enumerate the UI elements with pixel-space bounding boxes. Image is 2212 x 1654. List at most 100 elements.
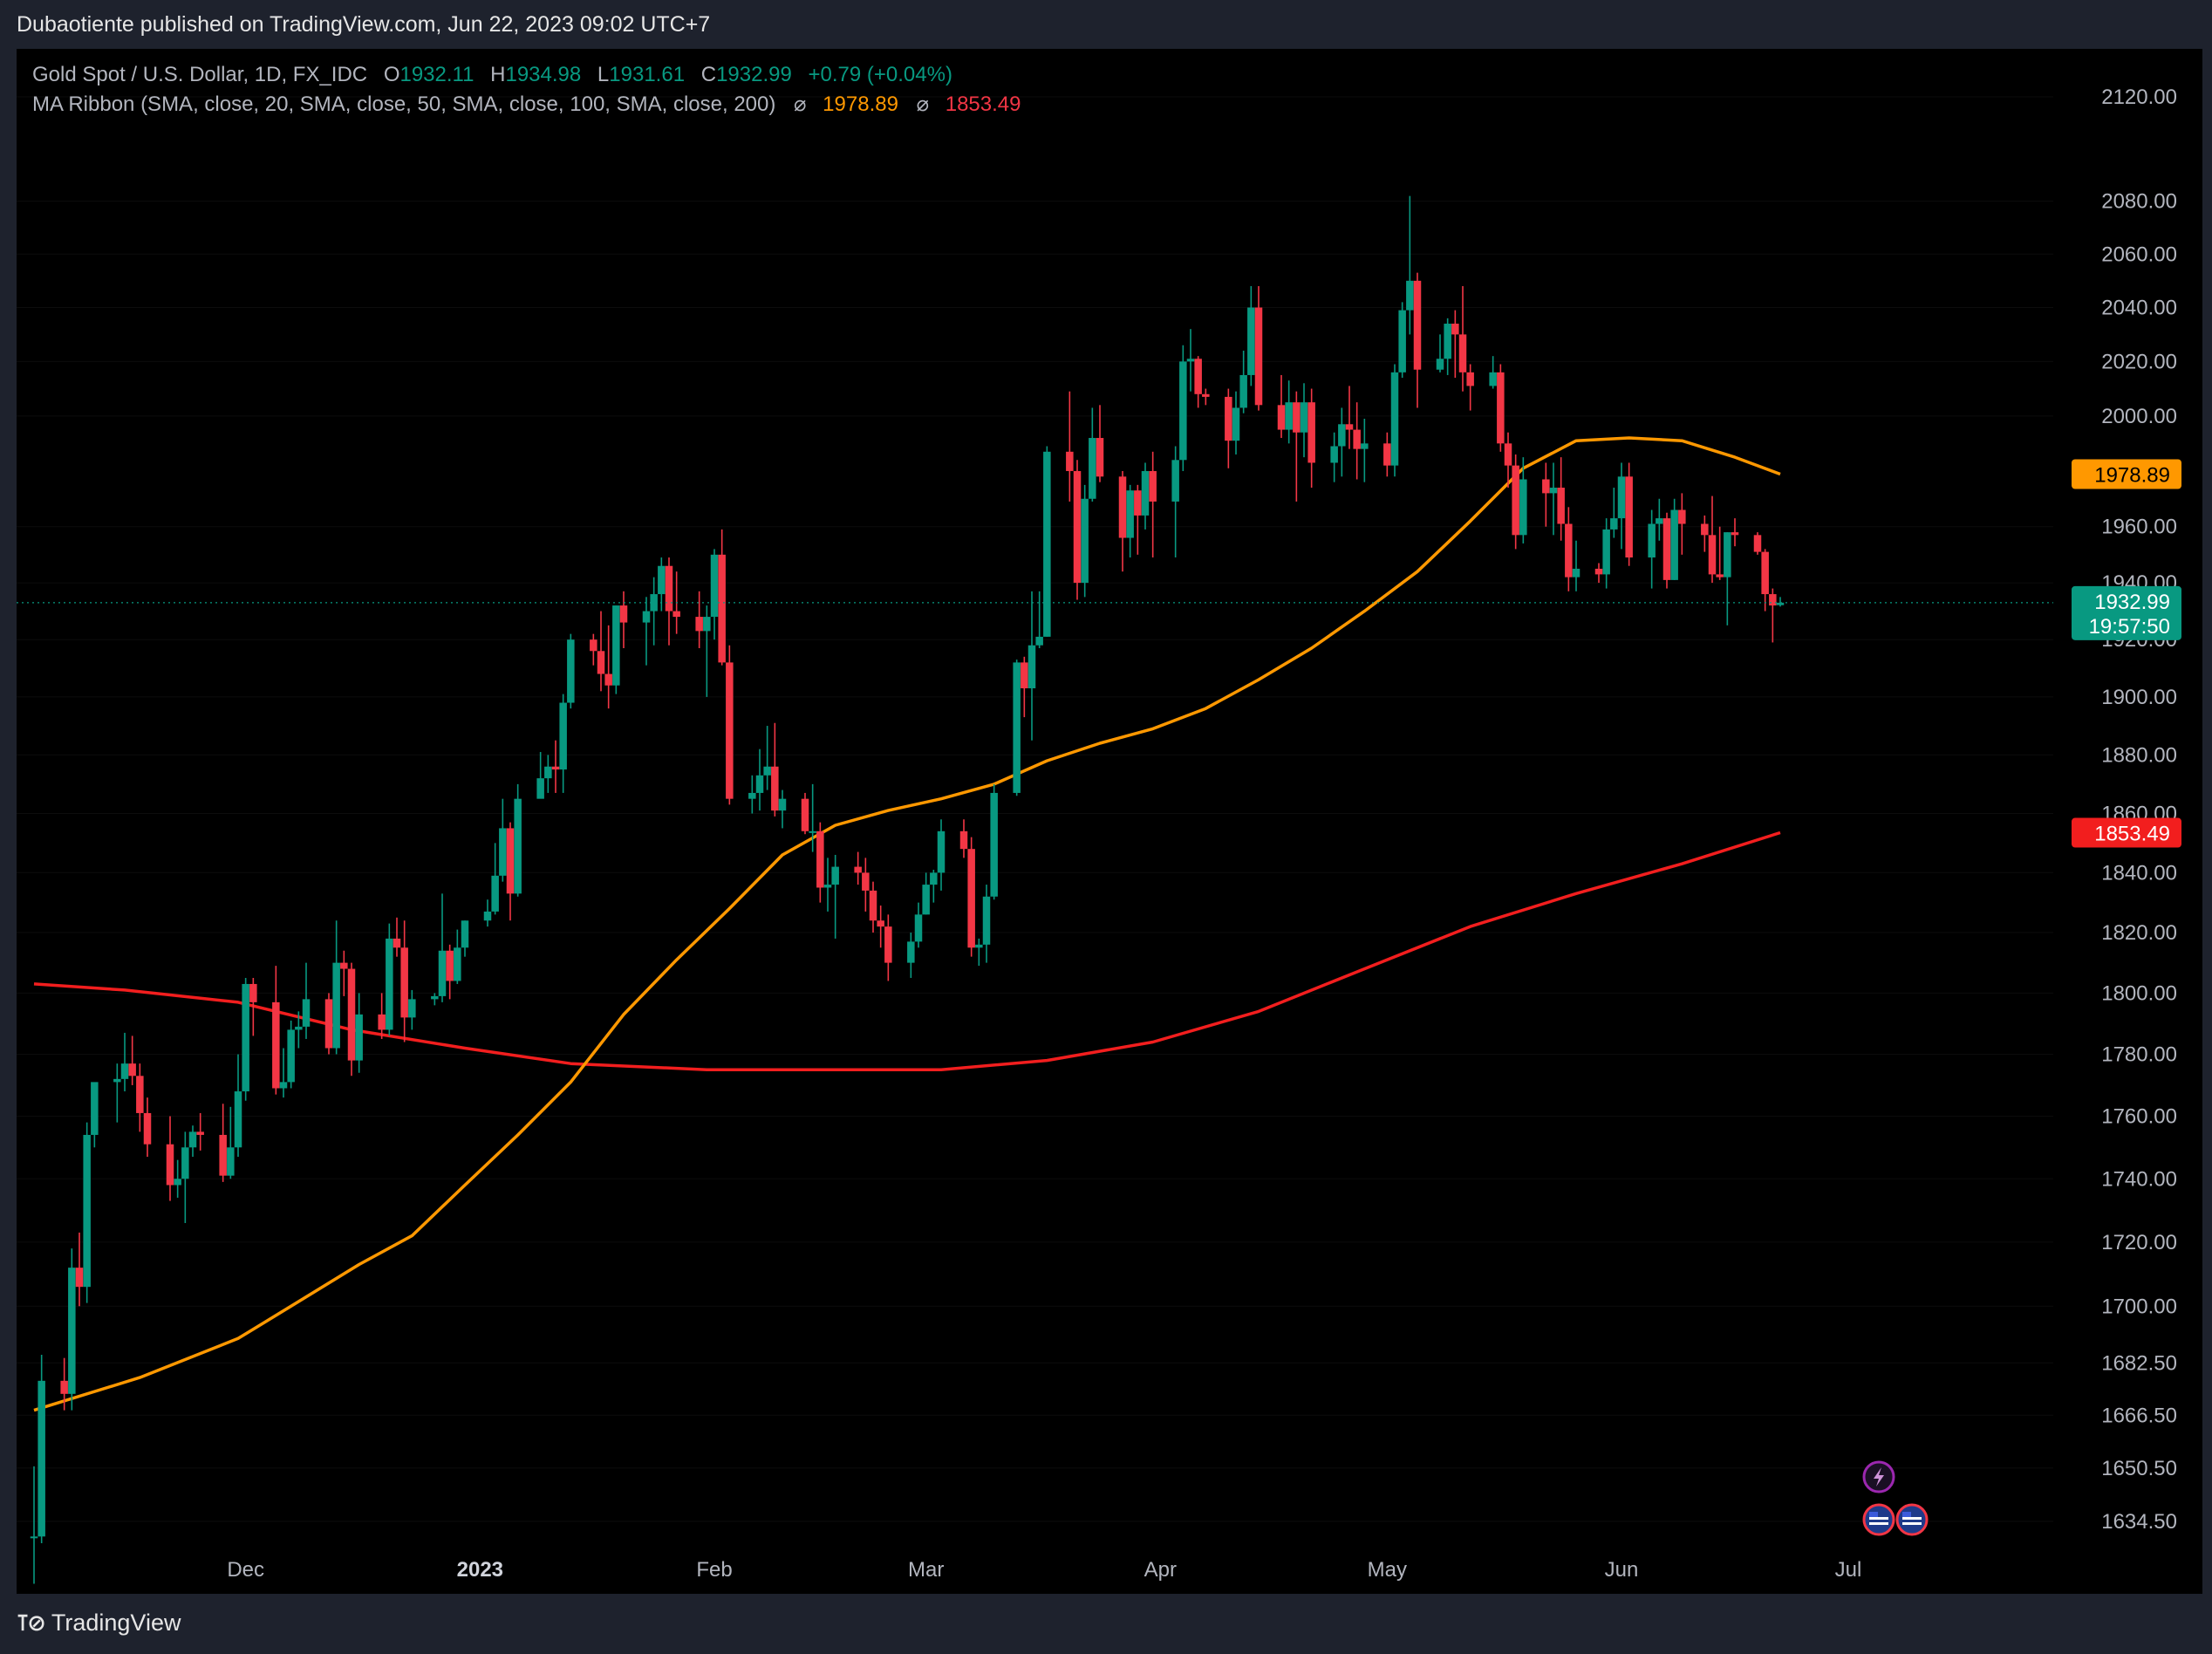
candle-down[interactable]: [884, 914, 892, 981]
candle-up[interactable]: [1330, 432, 1338, 482]
candle-up[interactable]: [181, 1131, 189, 1223]
candle-up[interactable]: [461, 920, 469, 957]
candle-up[interactable]: [1670, 498, 1678, 580]
candle-down[interactable]: [1753, 532, 1762, 555]
candle-down[interactable]: [506, 822, 515, 921]
candle-up[interactable]: [302, 962, 311, 1039]
candle-up[interactable]: [454, 929, 461, 984]
candle-up[interactable]: [755, 748, 764, 811]
candle-up[interactable]: [1398, 302, 1406, 379]
candle-down[interactable]: [340, 950, 348, 996]
candle-down[interactable]: [1293, 391, 1301, 502]
candle-up[interactable]: [386, 923, 393, 1036]
candle-down[interactable]: [1504, 432, 1512, 489]
candle-up[interactable]: [1338, 407, 1346, 477]
candle-up[interactable]: [536, 752, 544, 799]
candle-up[interactable]: [483, 899, 492, 927]
candle-down[interactable]: [1701, 515, 1709, 552]
candle-up[interactable]: [1035, 591, 1043, 648]
candle-up[interactable]: [710, 549, 719, 640]
candle-down[interactable]: [718, 529, 726, 666]
candle-down[interactable]: [619, 591, 628, 648]
candle-down[interactable]: [597, 611, 605, 692]
legend-indicator-line[interactable]: MA Ribbon (SMA, close, 20, SMA, close, 5…: [32, 92, 1021, 116]
candle-up[interactable]: [1406, 195, 1414, 335]
candle-up[interactable]: [1436, 334, 1444, 372]
candle-down[interactable]: [1716, 526, 1724, 580]
candle-up[interactable]: [188, 1125, 197, 1158]
lightning-event-icon[interactable]: [1862, 1460, 1895, 1493]
candle-up[interactable]: [1361, 419, 1369, 482]
candle-down[interactable]: [378, 993, 386, 1039]
candle-down[interactable]: [75, 1232, 84, 1307]
us-flag-event-icon[interactable]: [1895, 1503, 1929, 1536]
candle-down[interactable]: [1149, 451, 1157, 558]
candle-down[interactable]: [1769, 588, 1777, 643]
candle-down[interactable]: [771, 722, 779, 817]
candle-down[interactable]: [801, 792, 809, 835]
candle-up[interactable]: [1656, 498, 1663, 541]
candle-up[interactable]: [922, 872, 930, 915]
candle-up[interactable]: [1232, 391, 1240, 455]
candle-up[interactable]: [1519, 457, 1527, 543]
candle-up[interactable]: [491, 843, 499, 915]
candle-up[interactable]: [1179, 345, 1187, 471]
candle-down[interactable]: [1202, 388, 1210, 406]
candle-up[interactable]: [1013, 660, 1021, 796]
us-flag-event-icon[interactable]: [1862, 1503, 1895, 1536]
price-axis[interactable]: 2120.00 2080.00 2060.00 2040.00 2020.00 2000.…: [2101, 85, 2177, 1534]
candle-up[interactable]: [1300, 383, 1308, 458]
candle-up[interactable]: [809, 783, 816, 852]
candle-up[interactable]: [431, 993, 439, 1006]
candle-up[interactable]: [1247, 285, 1255, 386]
candle-down[interactable]: [1557, 457, 1565, 541]
candle-down[interactable]: [196, 1112, 204, 1151]
candle-down[interactable]: [1345, 386, 1354, 449]
candle-down[interactable]: [1118, 470, 1127, 572]
candle-up[interactable]: [1610, 488, 1618, 538]
candle-up[interactable]: [1027, 591, 1036, 741]
candle-down[interactable]: [1731, 518, 1739, 547]
candle-up[interactable]: [227, 1106, 235, 1179]
candle-down[interactable]: [1451, 310, 1459, 379]
candle-down[interactable]: [143, 1097, 152, 1158]
candle-down[interactable]: [869, 881, 877, 933]
candle-up[interactable]: [242, 977, 249, 1101]
candles[interactable]: [30, 195, 1785, 1584]
candle-down[interactable]: [1096, 405, 1104, 482]
candle-up[interactable]: [1141, 462, 1150, 530]
candle-down[interactable]: [219, 1104, 227, 1182]
candle-up[interactable]: [1239, 350, 1247, 414]
candle-down[interactable]: [1277, 374, 1286, 439]
candle-down[interactable]: [446, 944, 454, 1000]
candle-up[interactable]: [1186, 329, 1195, 392]
time-axis[interactable]: Dec 2023 Feb Mar Apr May Jun Jul: [227, 1558, 1861, 1582]
candle-up[interactable]: [514, 783, 522, 897]
candle-up[interactable]: [499, 798, 507, 882]
candle-down[interactable]: [1383, 432, 1391, 477]
candle-up[interactable]: [650, 577, 658, 646]
candle-up[interactable]: [1171, 446, 1179, 558]
candle-down[interactable]: [1458, 285, 1467, 392]
candle-up[interactable]: [1648, 509, 1656, 589]
candle-down[interactable]: [1066, 391, 1074, 502]
candle-up[interactable]: [982, 885, 991, 963]
candle-up[interactable]: [83, 1122, 91, 1303]
candle-up[interactable]: [1617, 462, 1626, 550]
candle-down[interactable]: [1073, 460, 1082, 600]
candle-down[interactable]: [665, 557, 673, 646]
candle-down[interactable]: [1466, 364, 1474, 411]
candle-down[interactable]: [1542, 462, 1550, 527]
candle-up[interactable]: [642, 597, 651, 666]
candle-down[interactable]: [1625, 462, 1633, 566]
candle-up[interactable]: [1602, 518, 1610, 589]
candle-down[interactable]: [816, 822, 824, 903]
candle-up[interactable]: [1390, 364, 1399, 477]
candle-up[interactable]: [559, 694, 567, 793]
legend-symbol-line[interactable]: Gold Spot / U.S. Dollar, 1D, FX_IDC O193…: [32, 63, 952, 86]
candle-down[interactable]: [136, 1063, 144, 1132]
candle-down[interactable]: [60, 1357, 68, 1411]
candle-down[interactable]: [393, 917, 401, 957]
candle-down[interactable]: [551, 740, 560, 793]
candle-up[interactable]: [544, 755, 552, 793]
